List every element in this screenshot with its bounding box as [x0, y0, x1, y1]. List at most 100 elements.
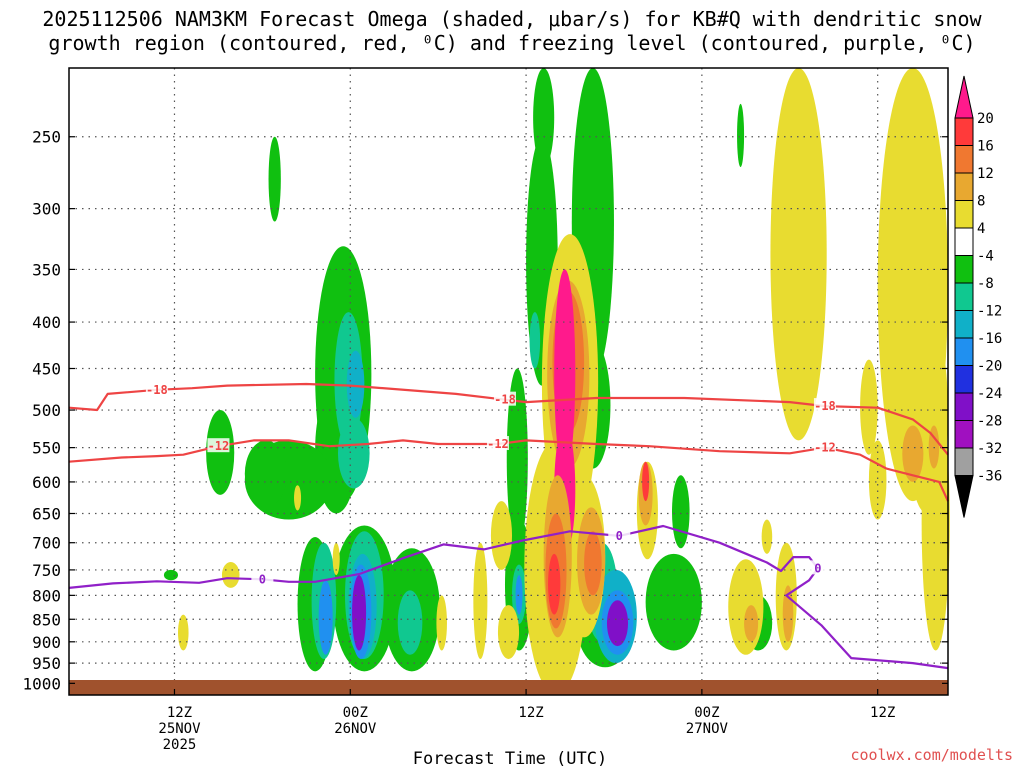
- x-tick-label: 25NOV: [158, 721, 201, 737]
- plot-frame: [68, 67, 949, 696]
- y-tick-label: 750: [32, 561, 61, 580]
- y-tick-label: 450: [32, 360, 61, 379]
- omega-shade-region: [902, 425, 924, 482]
- contour-label--12: -12: [814, 441, 836, 455]
- colorbar-label: -8: [977, 276, 994, 292]
- omega-shade-region: [770, 68, 827, 441]
- omega-shade-region: [584, 531, 602, 596]
- contour-label-bg: [813, 398, 836, 413]
- y-tick-label: 1000: [22, 674, 61, 693]
- contour-label-bg: [486, 436, 509, 451]
- y-tick-label: 900: [32, 633, 61, 652]
- colorbar-swatch: [954, 145, 974, 174]
- colorbar-label: -32: [977, 441, 1002, 457]
- x-tick-label: 00Z: [343, 705, 368, 721]
- contour-label--18: -18: [814, 399, 836, 413]
- contour-label--12: -12: [487, 437, 509, 451]
- colorbar-label: 16: [977, 139, 994, 155]
- contour-label--12: -12: [208, 439, 230, 453]
- contour-label-bg: [608, 527, 631, 542]
- contour-label-bg: [251, 571, 274, 586]
- temperature-contours: -18 -18 -18 -12 -12 -12 0 0 0: [68, 381, 950, 670]
- omega-shade-region: [318, 580, 333, 655]
- omega-shade-region: [221, 561, 240, 588]
- omega-shade-region: [606, 600, 629, 647]
- colorbar-label: -4: [977, 249, 994, 265]
- omega-shade-region: [332, 542, 340, 576]
- contour-line-0: [68, 524, 949, 670]
- terrain-ground: [69, 680, 948, 695]
- omega-shade-region: [645, 553, 702, 651]
- x-tick-label: 12Z: [167, 705, 192, 721]
- credit-text: coolwx.com/modelts: [850, 746, 1013, 764]
- y-tick-label: 550: [32, 439, 61, 458]
- omega-shade-region: [642, 461, 650, 502]
- y-tick-label: 500: [32, 401, 61, 420]
- colorbar-label: -20: [977, 359, 1002, 375]
- y-tick-label: 350: [32, 260, 61, 279]
- contour-label-bg: [493, 391, 516, 406]
- x-tick-label: 26NOV: [334, 721, 377, 737]
- omega-shade-region: [529, 312, 541, 369]
- omega-shade-region: [761, 519, 773, 554]
- chart-title-line-2: growth region (contoured, red, ⁰C) and f…: [48, 31, 975, 55]
- omega-shade-region: [868, 440, 887, 520]
- colorbar-swatch: [954, 117, 974, 146]
- omega-shade-region: [294, 485, 302, 511]
- colorbar-swatch: [954, 200, 974, 229]
- contour-label-0: 0: [616, 529, 623, 543]
- x-tick-label: 2025: [163, 737, 197, 753]
- omega-shade-region: [177, 614, 189, 651]
- y-tick-label: 700: [32, 534, 61, 553]
- omega-shade-region: [244, 440, 287, 508]
- contour-label-0: 0: [259, 572, 266, 586]
- y-tick-label: 850: [32, 610, 61, 629]
- contour-label-bg: [806, 560, 829, 575]
- contour-label-bg: [207, 438, 230, 453]
- x-tick-label: 00Z: [694, 705, 719, 721]
- colorbar-swatch: [954, 172, 974, 201]
- y-tick-label: 600: [32, 473, 61, 492]
- colorbar-label: 8: [977, 194, 985, 210]
- omega-shade-region: [554, 269, 576, 476]
- colorbar-label: -36: [977, 469, 1002, 485]
- colorbar-swatch: [954, 447, 974, 476]
- omega-shade-region: [490, 501, 513, 570]
- pressure-axis: 250 300 350 400 450 500 550 600 650 700 750 800 850 9…: [22, 128, 948, 693]
- omega-shade-region: [533, 68, 555, 168]
- omega-shade-region: [397, 590, 423, 655]
- omega-shade-region: [497, 605, 520, 659]
- omega-shade-region: [744, 605, 759, 642]
- y-tick-label: 300: [32, 200, 61, 219]
- colorbar-label: 4: [977, 221, 985, 237]
- grid-lines: [69, 68, 948, 695]
- omega-shade-region: [515, 575, 523, 615]
- omega-shade-region: [337, 417, 370, 489]
- colorbar: 20 16 12 8 4 -4 -8 -12 -16 -20 -24 -28 -32 -36: [954, 75, 1002, 518]
- y-tick-label: 250: [32, 128, 61, 147]
- colorbar-swatch: [954, 282, 974, 311]
- y-tick-label: 400: [32, 313, 61, 332]
- omega-shade-region: [548, 553, 561, 615]
- colorbar-label: -16: [977, 331, 1002, 347]
- y-tick-label: 650: [32, 504, 61, 523]
- colorbar-top-arrow: [954, 75, 974, 119]
- colorbar-label: -28: [977, 414, 1002, 430]
- x-tick-label: 27NOV: [686, 721, 729, 737]
- colorbar-swatch: [954, 337, 974, 366]
- colorbar-swatch: [954, 227, 974, 256]
- omega-shade-region: [352, 575, 367, 651]
- y-tick-label: 950: [32, 654, 61, 673]
- omega-shade-region: [268, 136, 281, 222]
- contour-label--18: -18: [146, 383, 168, 397]
- colorbar-label: -24: [977, 386, 1002, 402]
- omega-shade-region: [737, 103, 745, 168]
- colorbar-swatch: [954, 420, 974, 449]
- colorbar-swatch: [954, 365, 974, 394]
- contour-label-bg: [145, 381, 168, 396]
- colorbar-swatch: [954, 255, 974, 284]
- colorbar-swatch: [954, 310, 974, 339]
- omega-shade-region: [436, 595, 447, 651]
